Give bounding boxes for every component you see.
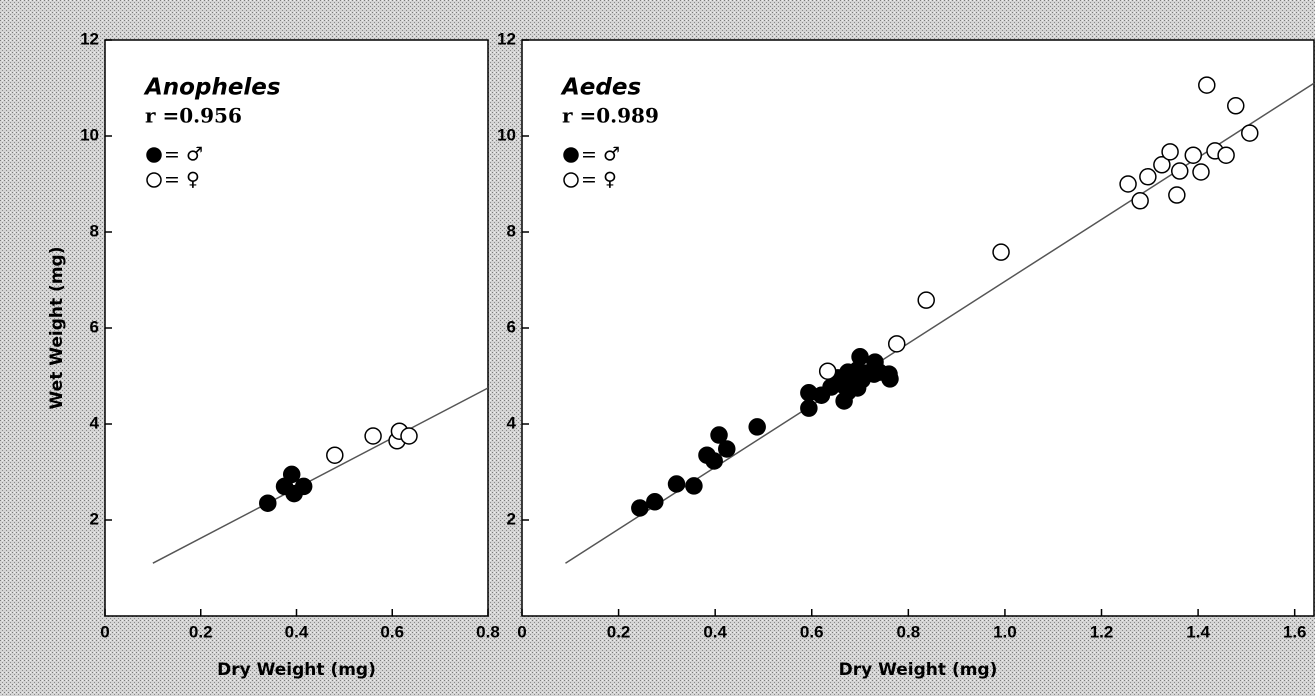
panel: 0 0.2 0.4 0.6 0.8 1.0 1.2 1.4 1.6 2 4 6 8 10 12 Dry Wei… bbox=[497, 29, 1315, 680]
data-point bbox=[1170, 162, 1189, 180]
data-point bbox=[685, 477, 703, 495]
data-point bbox=[1131, 192, 1149, 210]
data-point bbox=[718, 440, 736, 458]
data-point bbox=[748, 418, 766, 436]
data-point bbox=[259, 494, 277, 512]
data-point bbox=[851, 348, 869, 366]
y-tick-label: 12 bbox=[80, 29, 99, 48]
data-point bbox=[1139, 168, 1157, 186]
data-point bbox=[1168, 186, 1186, 204]
x-tick-label: 0.8 bbox=[476, 622, 500, 641]
data-point bbox=[364, 427, 382, 445]
legend-marker bbox=[146, 147, 162, 163]
annotation: r =0.989 bbox=[562, 104, 659, 128]
regression-line bbox=[152, 387, 489, 564]
plot-area bbox=[104, 39, 489, 617]
x-axis-label: Dry Weight (mg) bbox=[839, 660, 998, 680]
legend-label: = ♂ bbox=[164, 144, 203, 166]
data-point bbox=[881, 370, 899, 388]
x-tick-label: 0 bbox=[100, 622, 109, 641]
data-point bbox=[1184, 146, 1203, 164]
x-tick-label: 0.6 bbox=[800, 622, 824, 641]
legend-marker bbox=[146, 172, 162, 188]
data-point bbox=[326, 446, 344, 464]
data-point bbox=[1198, 76, 1216, 94]
chart-title: Anopheles bbox=[143, 75, 281, 101]
y-axis-label: Wet Weight (mg) bbox=[47, 247, 67, 410]
x-tick-label: 1.2 bbox=[1090, 622, 1114, 641]
legend-label: = ♂ bbox=[581, 144, 620, 166]
y-tick-label: 12 bbox=[497, 29, 516, 48]
x-tick-label: 0.8 bbox=[897, 622, 921, 641]
x-tick-label: 0.4 bbox=[285, 622, 309, 641]
data-point bbox=[1161, 143, 1179, 161]
data-point bbox=[667, 475, 686, 493]
data-point bbox=[835, 392, 853, 410]
y-tick-label: 6 bbox=[90, 317, 99, 336]
y-tick-label: 8 bbox=[507, 221, 516, 240]
data-point bbox=[705, 452, 723, 470]
y-tick-label: 10 bbox=[497, 125, 516, 144]
data-point bbox=[1241, 124, 1259, 142]
data-point bbox=[646, 493, 664, 511]
data-point bbox=[294, 477, 313, 496]
y-tick-label: 2 bbox=[90, 509, 99, 528]
legend-marker bbox=[563, 147, 579, 163]
x-tick-label: 0.4 bbox=[703, 622, 727, 641]
data-point bbox=[917, 291, 935, 309]
data-point bbox=[818, 362, 837, 380]
data-point bbox=[800, 399, 818, 417]
data-point bbox=[631, 499, 649, 517]
y-tick-label: 4 bbox=[507, 413, 517, 432]
panel: 0 0.2 0.4 0.6 0.8 2 4 6 8 10 12 Dry Weight (mg) Wet … bbox=[47, 29, 500, 680]
data-point bbox=[888, 335, 906, 353]
legend-label: = ♀ bbox=[164, 169, 200, 191]
x-tick-label: 1.4 bbox=[1186, 622, 1210, 641]
x-tick-label: 0 bbox=[517, 622, 526, 641]
data-point bbox=[400, 427, 418, 445]
data-point bbox=[710, 426, 728, 444]
data-point bbox=[1217, 146, 1235, 164]
data-point bbox=[1153, 156, 1171, 174]
y-tick-label: 6 bbox=[507, 317, 516, 336]
x-axis-label: Dry Weight (mg) bbox=[217, 660, 376, 680]
y-tick-label: 2 bbox=[507, 509, 516, 528]
legend-marker bbox=[563, 172, 579, 188]
chart-title: Aedes bbox=[560, 75, 641, 101]
data-point bbox=[992, 243, 1010, 261]
y-tick-label: 4 bbox=[90, 413, 100, 432]
legend-label: = ♀ bbox=[581, 169, 617, 191]
x-tick-label: 0.2 bbox=[189, 622, 213, 641]
y-tick-label: 8 bbox=[90, 221, 99, 240]
x-tick-label: 1.6 bbox=[1283, 622, 1307, 641]
y-tick-label: 10 bbox=[80, 125, 99, 144]
data-point bbox=[1192, 163, 1210, 181]
plot-area bbox=[521, 39, 1315, 617]
x-tick-label: 1.0 bbox=[993, 622, 1017, 641]
data-point bbox=[848, 379, 867, 397]
data-point bbox=[1119, 175, 1137, 193]
annotation: r =0.956 bbox=[145, 104, 242, 128]
x-tick-label: 0.2 bbox=[607, 622, 631, 641]
x-tick-label: 0.6 bbox=[380, 622, 404, 641]
data-point bbox=[1227, 97, 1245, 115]
data-point bbox=[282, 465, 301, 484]
